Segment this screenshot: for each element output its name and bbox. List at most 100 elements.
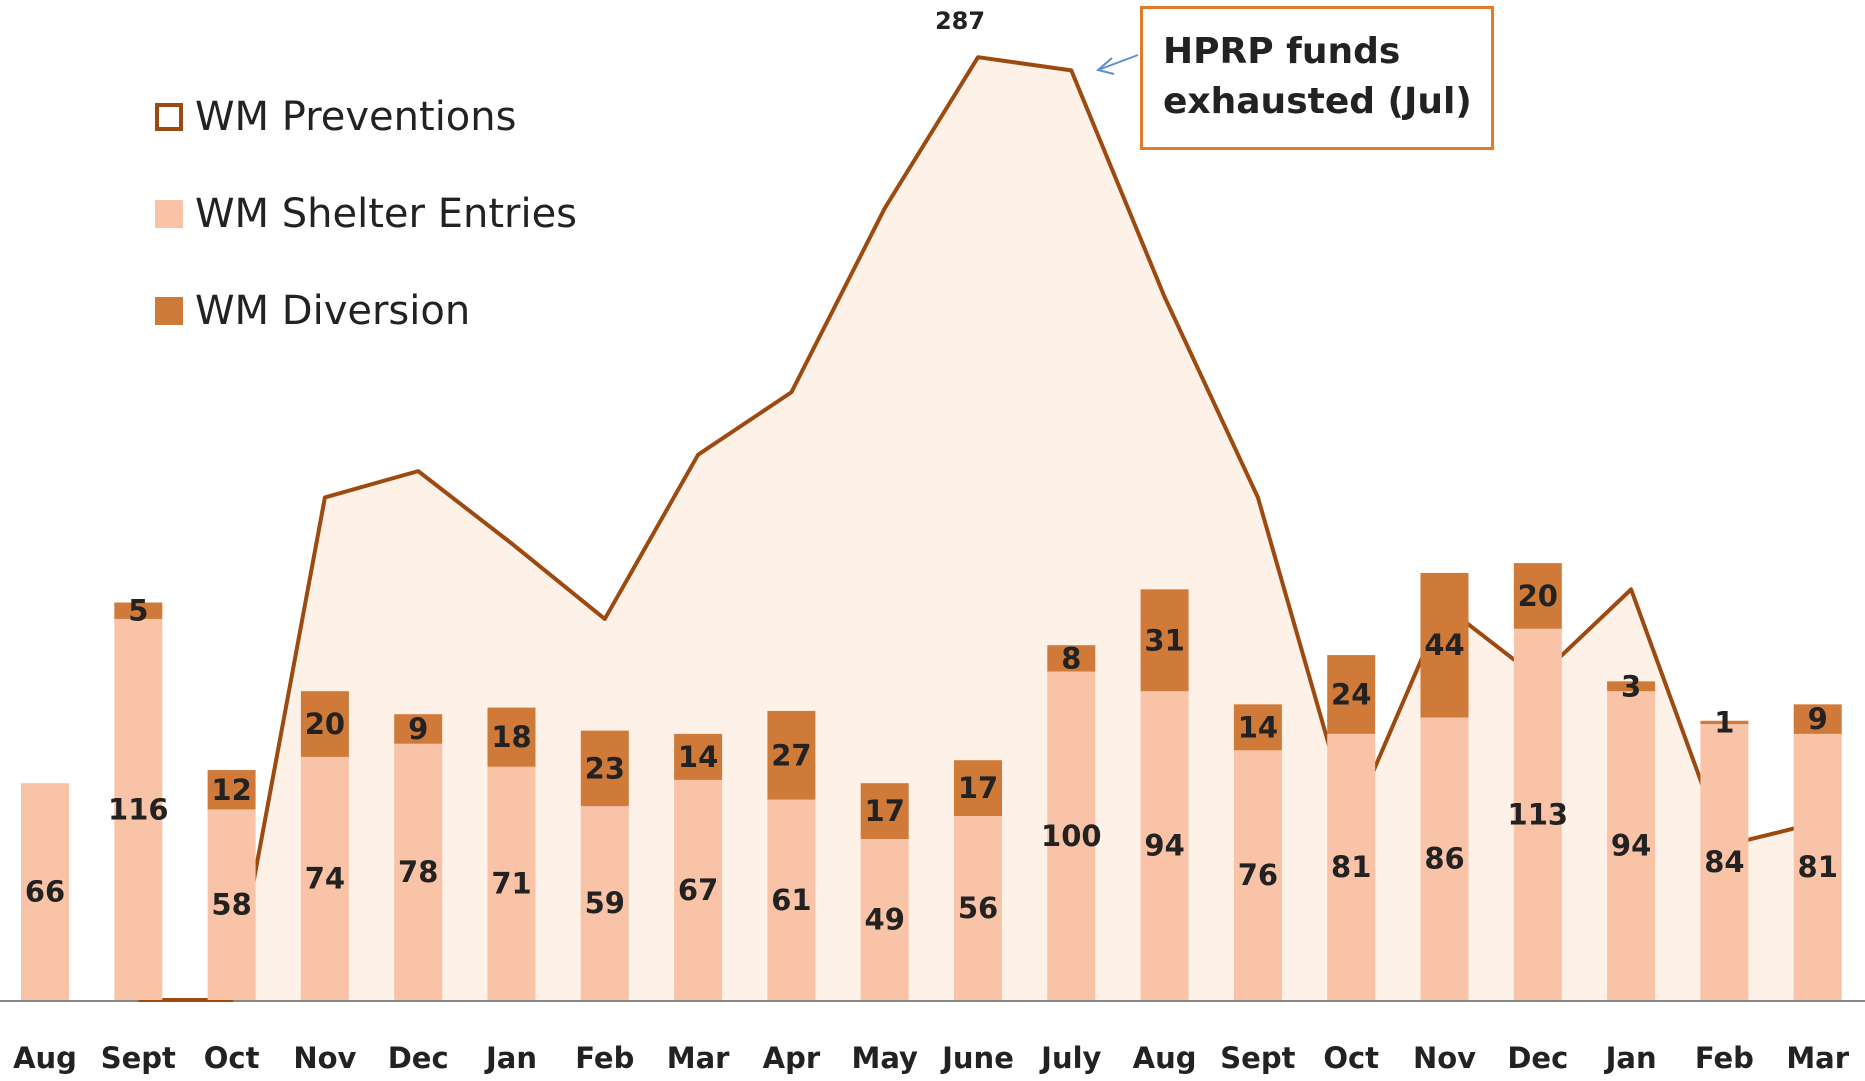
- x-tick-label: Jan: [484, 1041, 537, 1075]
- legend-label: WM Preventions: [195, 94, 516, 140]
- x-tick-label: Jan: [1604, 1041, 1657, 1075]
- bar: [1233, 750, 1282, 1000]
- bar: [394, 714, 443, 744]
- data-label: 59: [585, 886, 625, 920]
- data-label: 9: [1808, 702, 1828, 736]
- data-label: 100: [1041, 819, 1102, 853]
- data-label: 14: [678, 740, 718, 774]
- bar: [767, 799, 816, 1000]
- bar: [1793, 733, 1842, 1000]
- bar: [674, 779, 723, 1000]
- data-label: 49: [865, 903, 905, 937]
- bar: [767, 710, 816, 800]
- data-label: 94: [1144, 829, 1184, 863]
- x-tick-label: Nov: [1413, 1041, 1476, 1075]
- data-label: 24: [1331, 677, 1371, 711]
- arrow-head: [1095, 57, 1115, 75]
- x-tick-label: Oct: [204, 1041, 260, 1075]
- bar: [954, 816, 1002, 1000]
- bar: [1513, 563, 1562, 629]
- bar: [207, 809, 256, 1000]
- x-tick-label: Dec: [388, 1041, 449, 1075]
- bar: [394, 743, 443, 1000]
- data-label: 5: [128, 594, 148, 628]
- legend-swatch: [155, 103, 183, 131]
- x-tick-label: Oct: [1323, 1041, 1379, 1075]
- bar: [1140, 589, 1189, 692]
- bar: [1327, 733, 1376, 1000]
- bar: [1607, 681, 1656, 692]
- data-label: 287: [935, 7, 985, 35]
- legend-swatch: [155, 297, 183, 325]
- bar: [21, 783, 69, 1000]
- area: [138, 57, 1818, 1000]
- bar: [1047, 671, 1096, 1000]
- data-label: 9: [408, 712, 428, 746]
- data-label: 17: [865, 794, 905, 828]
- bar: [1047, 645, 1096, 672]
- data-label: 18: [491, 720, 531, 754]
- data-label: 84: [1704, 845, 1744, 879]
- x-tick-label: Apr: [763, 1041, 821, 1075]
- data-label: 116: [108, 792, 169, 826]
- x-tick-label: Aug: [1133, 1041, 1197, 1075]
- bar: [580, 806, 629, 1000]
- bar: [1140, 691, 1189, 1000]
- x-tick-label: July: [1039, 1041, 1101, 1075]
- bar: [1700, 724, 1749, 1000]
- data-label: 12: [211, 773, 251, 807]
- data-label: 27: [771, 738, 811, 772]
- data-label: 81: [1331, 850, 1371, 884]
- data-label: 1: [1714, 705, 1734, 739]
- data-label: 23: [585, 751, 625, 785]
- x-tick-label: May: [851, 1041, 918, 1075]
- bar: [300, 691, 349, 757]
- arrow: [1097, 54, 1139, 71]
- bar: [954, 760, 1002, 817]
- x-tick-label: Mar: [667, 1041, 730, 1075]
- bar: [300, 756, 349, 1000]
- bar: [1793, 704, 1842, 734]
- bar: [114, 602, 163, 619]
- x-tick-label: Feb: [575, 1041, 634, 1075]
- legend-swatch: [155, 200, 183, 228]
- bar: [114, 618, 163, 1000]
- x-tick-label: Nov: [293, 1041, 356, 1075]
- data-label: 86: [1424, 842, 1464, 876]
- bar: [1233, 704, 1282, 751]
- data-label: 3: [1621, 669, 1641, 703]
- x-tick-label: June: [940, 1041, 1014, 1075]
- data-label: 17: [958, 771, 998, 805]
- x-tick-label: Feb: [1695, 1041, 1754, 1075]
- x-tick-label: Aug: [13, 1041, 77, 1075]
- bar: [1700, 720, 1749, 725]
- data-label: 58: [211, 888, 251, 922]
- bar: [1420, 572, 1469, 718]
- data-label: 94: [1611, 829, 1651, 863]
- x-tick-label: Sept: [1220, 1041, 1295, 1075]
- x-tick-label: Mar: [1786, 1041, 1849, 1075]
- bar: [1607, 691, 1656, 1000]
- data-label: 67: [678, 873, 718, 907]
- x-tick-label: Sept: [101, 1041, 176, 1075]
- data-label: 8: [1061, 641, 1081, 675]
- data-label: 20: [305, 707, 345, 741]
- data-label: 66: [25, 875, 65, 909]
- bar: [207, 770, 256, 810]
- data-label: 20: [1518, 579, 1558, 613]
- data-label: 113: [1508, 797, 1569, 831]
- bar: [487, 707, 536, 767]
- bar: [1513, 628, 1562, 1000]
- bar: [1327, 655, 1376, 734]
- bar: [860, 839, 909, 1000]
- data-label: 81: [1798, 850, 1838, 884]
- data-label: 44: [1424, 628, 1464, 662]
- data-label: 76: [1238, 858, 1278, 892]
- bar: [1420, 717, 1469, 1000]
- bar: [487, 766, 536, 1000]
- annotation: HPRP funds exhausted (Jul): [1140, 6, 1494, 150]
- data-label: 14: [1238, 710, 1278, 744]
- data-label: 56: [958, 891, 998, 925]
- data-label: 78: [398, 855, 438, 889]
